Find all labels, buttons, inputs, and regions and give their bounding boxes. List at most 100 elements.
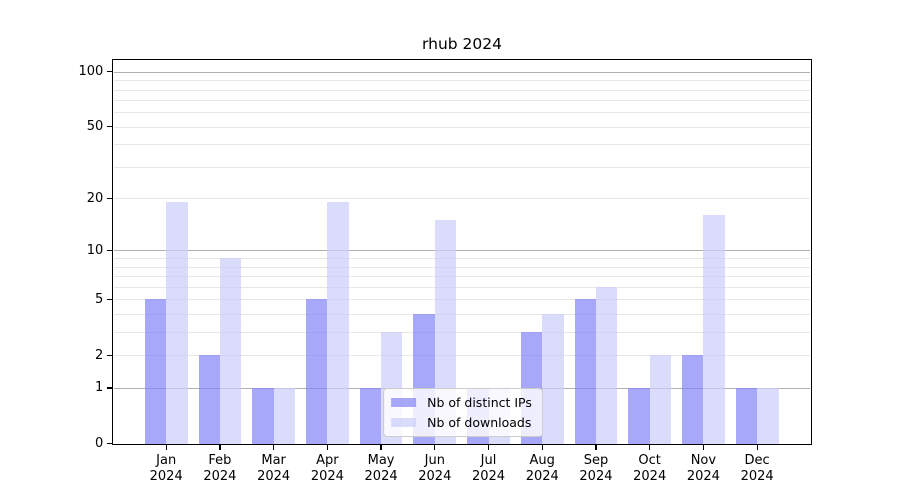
x-tick-label: Nov 2024: [671, 453, 735, 485]
y-tick: [107, 443, 113, 445]
bar-downloads: [703, 215, 725, 444]
x-tick-year: 2024: [525, 469, 559, 484]
x-tick-month: Jan: [156, 453, 177, 468]
x-tick: [702, 445, 704, 450]
y-tick: [107, 249, 113, 252]
legend-label-downloads: Nb of downloads: [427, 415, 532, 430]
gridline-major: [113, 250, 811, 252]
y-tick-label: 100: [78, 64, 104, 80]
x-tick-label: Jan 2024: [134, 453, 198, 485]
bar-downloads: [166, 202, 188, 444]
x-tick-month: Aug: [529, 453, 555, 468]
bar-downloads: [649, 355, 672, 444]
x-tick-month: Feb: [208, 453, 232, 468]
x-tick: [756, 445, 758, 450]
y-tick-label: 20: [86, 190, 104, 206]
x-tick: [434, 445, 436, 450]
bar-distinct-ips: [682, 355, 704, 444]
x-tick-year: 2024: [364, 469, 398, 484]
bar-distinct-ips: [574, 299, 596, 444]
gridline-minor: [113, 313, 811, 315]
gridline-minor: [113, 331, 811, 333]
x-tick-label: Apr 2024: [295, 453, 359, 485]
x-tick-month: Sep: [583, 453, 609, 468]
x-tick-year: 2024: [740, 469, 774, 484]
bar-distinct-ips: [628, 387, 650, 444]
y-tick-label: 50: [86, 119, 104, 135]
legend-row-downloads: Nb of downloads: [391, 414, 532, 431]
x-tick-month: Mar: [261, 453, 286, 468]
y-tick: [107, 387, 113, 389]
x-tick-month: Dec: [744, 453, 770, 468]
bar-downloads: [542, 313, 564, 444]
x-tick-label: May 2024: [349, 453, 413, 485]
bar-distinct-ips: [198, 355, 220, 444]
y-tick: [107, 354, 113, 356]
gridline-minor: [113, 276, 811, 278]
x-tick: [165, 445, 167, 450]
chart-title: rhub 2024: [422, 35, 502, 53]
gridline-minor: [113, 100, 811, 102]
bar-downloads: [757, 387, 779, 444]
x-tick-year: 2024: [310, 469, 344, 484]
y-tick: [107, 298, 113, 300]
legend: Nb of distinct IPs Nb of downloads: [383, 388, 543, 437]
x-tick-month: Jun: [424, 453, 445, 468]
gridline-minor: [113, 198, 811, 200]
x-tick: [649, 445, 651, 450]
x-tick-month: Apr: [316, 453, 339, 468]
bar-downloads: [595, 286, 618, 444]
x-tick-year: 2024: [149, 469, 183, 484]
gridline-major: [113, 71, 811, 73]
x-tick-label: Feb 2024: [188, 453, 252, 485]
legend-swatch-distinct-ips: [391, 398, 417, 407]
x-tick: [326, 445, 328, 450]
bar-distinct-ips: [252, 387, 274, 444]
y-tick-label: 2: [95, 347, 104, 363]
gridline-minor: [113, 80, 811, 82]
x-tick-year: 2024: [579, 469, 613, 484]
y-tick-label: 10: [86, 242, 104, 258]
x-tick: [380, 445, 382, 450]
bar-distinct-ips: [144, 299, 167, 444]
x-tick-label: Aug 2024: [510, 453, 574, 485]
x-tick: [595, 445, 597, 450]
x-tick: [273, 445, 275, 450]
gridline-minor: [113, 286, 811, 288]
bar-distinct-ips: [735, 387, 758, 444]
gridline-minor: [113, 89, 811, 91]
x-tick-label: Dec 2024: [725, 453, 789, 485]
x-tick-month: Nov: [690, 453, 717, 468]
x-tick-month: Oct: [638, 453, 661, 468]
x-tick-year: 2024: [418, 469, 452, 484]
x-tick-label: Oct 2024: [618, 453, 682, 485]
bar-distinct-ips: [359, 387, 382, 444]
gridline-minor: [113, 266, 811, 268]
gridline-minor: [113, 258, 811, 260]
x-tick-year: 2024: [471, 469, 506, 484]
x-tick-year: 2024: [203, 469, 237, 484]
bar-downloads: [327, 202, 349, 444]
gridline-minor: [113, 112, 811, 114]
bar-downloads: [219, 258, 242, 444]
gridline-minor: [113, 126, 811, 128]
gridline-minor: [113, 299, 811, 301]
x-tick-month: Jul: [480, 453, 497, 468]
x-tick: [541, 445, 543, 450]
gridline-minor: [113, 355, 811, 357]
y-tick: [107, 71, 113, 73]
x-tick-year: 2024: [257, 469, 291, 484]
gridline-minor: [113, 166, 811, 168]
x-tick-year: 2024: [686, 469, 720, 484]
legend-row-distinct-ips: Nb of distinct IPs: [391, 394, 532, 411]
y-tick-label: 1: [95, 380, 104, 396]
x-tick-year: 2024: [633, 469, 667, 484]
x-tick-label: Jun 2024: [403, 453, 467, 485]
x-tick: [219, 445, 221, 450]
y-tick: [107, 197, 113, 199]
bar-downloads: [273, 387, 296, 444]
x-tick-label: Mar 2024: [242, 453, 306, 485]
bar-downloads: [434, 220, 457, 444]
legend-label-distinct-ips: Nb of distinct IPs: [427, 395, 532, 410]
